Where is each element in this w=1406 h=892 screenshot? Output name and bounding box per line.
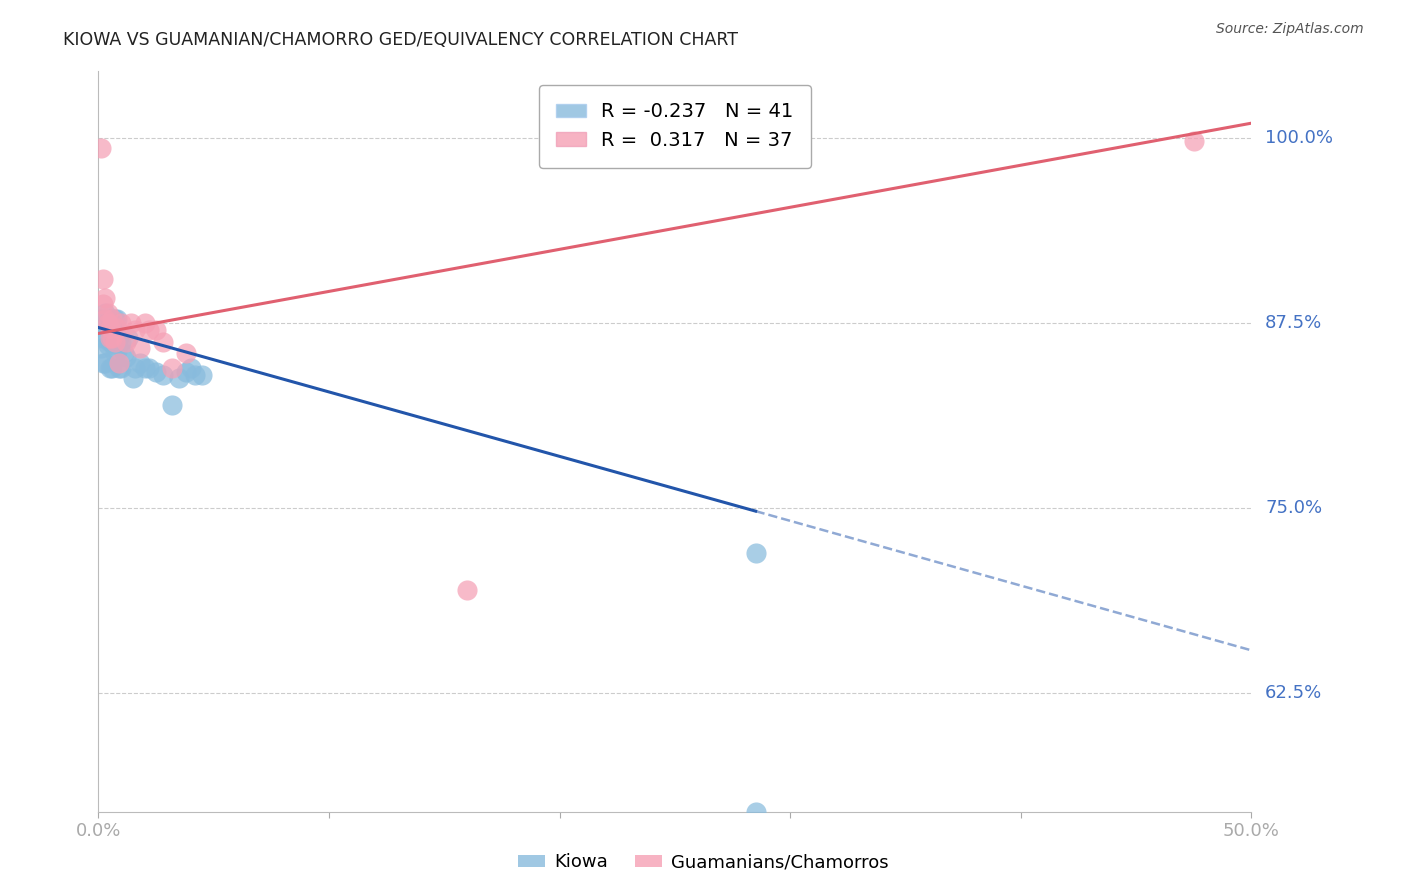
Point xyxy=(184,368,207,382)
Point xyxy=(152,335,174,350)
Point xyxy=(138,324,160,338)
Point xyxy=(191,368,214,382)
Point xyxy=(134,360,156,375)
Point xyxy=(115,335,138,350)
Point xyxy=(94,306,117,320)
Point xyxy=(97,316,120,330)
Point xyxy=(174,345,197,359)
Text: 87.5%: 87.5% xyxy=(1265,314,1323,332)
Point xyxy=(90,141,112,155)
Point xyxy=(94,311,117,326)
Point xyxy=(103,311,125,326)
Point xyxy=(105,311,128,326)
Point xyxy=(91,271,114,285)
Point xyxy=(98,360,121,375)
Point xyxy=(98,335,121,350)
Legend: Kiowa, Guamanians/Chamorros: Kiowa, Guamanians/Chamorros xyxy=(510,847,896,879)
Point xyxy=(110,316,132,330)
Point xyxy=(145,365,167,379)
Point xyxy=(1182,134,1205,148)
Point xyxy=(94,291,117,305)
Point xyxy=(103,335,125,350)
Point xyxy=(97,338,120,352)
Point xyxy=(101,331,124,345)
Point xyxy=(122,371,145,385)
Point xyxy=(110,360,132,375)
Point xyxy=(744,805,766,819)
Point xyxy=(105,344,128,359)
Point xyxy=(160,360,183,375)
Point xyxy=(112,345,135,359)
Legend: R = -0.237   N = 41, R =  0.317   N = 37: R = -0.237 N = 41, R = 0.317 N = 37 xyxy=(538,85,811,168)
Point xyxy=(129,356,152,370)
Point xyxy=(105,320,128,334)
Point xyxy=(456,582,478,597)
Point xyxy=(94,356,117,370)
Point xyxy=(108,331,131,345)
Point xyxy=(152,368,174,382)
Point xyxy=(101,316,124,330)
Point xyxy=(90,311,112,326)
Point xyxy=(103,345,125,359)
Point xyxy=(744,546,766,560)
Text: 62.5%: 62.5% xyxy=(1265,684,1323,702)
Point xyxy=(174,365,197,379)
Point xyxy=(134,316,156,330)
Point xyxy=(101,360,124,375)
Point xyxy=(124,324,146,338)
Point xyxy=(180,360,202,375)
Point xyxy=(97,316,120,330)
Text: 75.0%: 75.0% xyxy=(1265,500,1323,517)
Point xyxy=(120,316,142,330)
Text: Source: ZipAtlas.com: Source: ZipAtlas.com xyxy=(1216,22,1364,37)
Point xyxy=(94,326,117,341)
Point xyxy=(98,331,121,345)
Point xyxy=(98,320,121,334)
Point xyxy=(117,331,139,345)
Point xyxy=(138,360,160,375)
Point xyxy=(91,356,114,370)
Point xyxy=(101,335,124,350)
Point xyxy=(91,331,114,345)
Point xyxy=(98,311,121,326)
Point xyxy=(115,350,138,364)
Point xyxy=(124,360,146,375)
Point xyxy=(90,341,112,355)
Text: 100.0%: 100.0% xyxy=(1265,129,1333,147)
Point xyxy=(110,335,132,350)
Point xyxy=(160,398,183,412)
Point xyxy=(91,297,114,311)
Point xyxy=(108,360,131,375)
Text: KIOWA VS GUAMANIAN/CHAMORRO GED/EQUIVALENCY CORRELATION CHART: KIOWA VS GUAMANIAN/CHAMORRO GED/EQUIVALE… xyxy=(63,31,738,49)
Point xyxy=(145,324,167,338)
Point xyxy=(101,311,124,326)
Point xyxy=(108,356,131,370)
Point xyxy=(167,371,190,385)
Point xyxy=(129,341,152,355)
Point xyxy=(97,306,120,320)
